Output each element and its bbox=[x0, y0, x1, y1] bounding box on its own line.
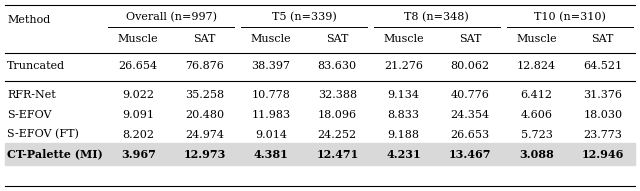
Text: 24.252: 24.252 bbox=[317, 129, 357, 140]
Text: 8.833: 8.833 bbox=[388, 110, 420, 120]
Text: 4.381: 4.381 bbox=[253, 149, 288, 159]
Text: 12.973: 12.973 bbox=[184, 149, 226, 159]
Text: 3.967: 3.967 bbox=[121, 149, 156, 159]
Text: T5 (n=339): T5 (n=339) bbox=[272, 12, 337, 23]
Text: 24.974: 24.974 bbox=[185, 129, 224, 140]
Text: Muscle: Muscle bbox=[118, 34, 159, 44]
Text: Muscle: Muscle bbox=[383, 34, 424, 44]
Text: 83.630: 83.630 bbox=[317, 61, 357, 71]
Text: S-EFOV: S-EFOV bbox=[7, 110, 51, 120]
Text: SAT: SAT bbox=[459, 34, 481, 44]
Text: Method: Method bbox=[7, 15, 51, 25]
Text: 5.723: 5.723 bbox=[520, 129, 552, 140]
Text: Muscle: Muscle bbox=[251, 34, 291, 44]
Text: RFR-Net: RFR-Net bbox=[7, 91, 56, 100]
Text: 18.030: 18.030 bbox=[583, 110, 622, 120]
Text: 40.776: 40.776 bbox=[451, 91, 490, 100]
Text: 10.778: 10.778 bbox=[252, 91, 291, 100]
Text: 6.412: 6.412 bbox=[520, 91, 552, 100]
Text: T10 (n=310): T10 (n=310) bbox=[534, 12, 605, 23]
Text: 23.773: 23.773 bbox=[584, 129, 622, 140]
Text: 8.202: 8.202 bbox=[122, 129, 154, 140]
Text: SAT: SAT bbox=[193, 34, 216, 44]
Text: 21.276: 21.276 bbox=[384, 61, 423, 71]
Text: SAT: SAT bbox=[326, 34, 349, 44]
Text: 4.606: 4.606 bbox=[520, 110, 552, 120]
Text: 26.653: 26.653 bbox=[451, 129, 490, 140]
Text: Overall (n=997): Overall (n=997) bbox=[126, 12, 217, 23]
Text: 80.062: 80.062 bbox=[451, 61, 490, 71]
Text: S-EFOV (FT): S-EFOV (FT) bbox=[7, 129, 79, 140]
Text: 64.521: 64.521 bbox=[583, 61, 622, 71]
Text: 9.022: 9.022 bbox=[122, 91, 154, 100]
Text: 11.983: 11.983 bbox=[252, 110, 291, 120]
Text: 9.014: 9.014 bbox=[255, 129, 287, 140]
Text: T8 (n=348): T8 (n=348) bbox=[404, 12, 469, 23]
Text: 20.480: 20.480 bbox=[185, 110, 224, 120]
Text: 76.876: 76.876 bbox=[185, 61, 224, 71]
Text: 12.824: 12.824 bbox=[517, 61, 556, 71]
Text: CT-Palette (MI): CT-Palette (MI) bbox=[7, 149, 103, 159]
Text: 18.096: 18.096 bbox=[317, 110, 357, 120]
Text: 31.376: 31.376 bbox=[583, 91, 622, 100]
Text: 9.134: 9.134 bbox=[388, 91, 420, 100]
Text: 38.397: 38.397 bbox=[252, 61, 291, 71]
Text: 26.654: 26.654 bbox=[118, 61, 157, 71]
Text: SAT: SAT bbox=[591, 34, 614, 44]
Text: 32.388: 32.388 bbox=[317, 91, 357, 100]
Text: 24.354: 24.354 bbox=[451, 110, 490, 120]
Text: 4.231: 4.231 bbox=[387, 149, 421, 159]
Text: 12.946: 12.946 bbox=[582, 149, 624, 159]
Text: Truncated: Truncated bbox=[7, 61, 65, 71]
Text: 9.091: 9.091 bbox=[122, 110, 154, 120]
Text: 13.467: 13.467 bbox=[449, 149, 492, 159]
Bar bbox=[5, 143, 635, 165]
Text: 12.471: 12.471 bbox=[316, 149, 358, 159]
Text: 9.188: 9.188 bbox=[388, 129, 420, 140]
Text: 35.258: 35.258 bbox=[185, 91, 224, 100]
Text: Muscle: Muscle bbox=[516, 34, 557, 44]
Text: 3.088: 3.088 bbox=[519, 149, 554, 159]
